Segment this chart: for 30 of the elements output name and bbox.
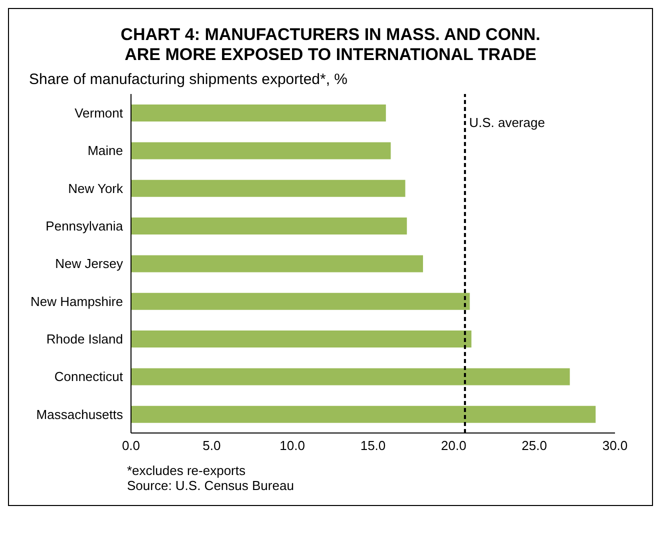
x-tick-label: 10.0 bbox=[280, 438, 305, 454]
y-tick-label: Vermont bbox=[74, 105, 124, 120]
bar bbox=[131, 104, 386, 122]
bar bbox=[131, 368, 570, 386]
y-tick-label: Maine bbox=[88, 143, 123, 158]
x-tick-label: 15.0 bbox=[360, 438, 386, 454]
x-tick-label: 20.0 bbox=[441, 438, 466, 454]
chart-subtitle: Share of manufacturing shipments exported*, % bbox=[29, 71, 349, 88]
bar bbox=[131, 180, 406, 197]
x-tick-label: 5.0 bbox=[202, 438, 221, 454]
bar bbox=[131, 142, 391, 160]
bar bbox=[131, 255, 424, 272]
y-tick-label: Rhode Island bbox=[46, 331, 123, 346]
bar bbox=[131, 218, 407, 235]
bar bbox=[131, 330, 472, 348]
bar bbox=[131, 406, 596, 423]
source-note: Source: U.S. Census Bureau bbox=[127, 478, 295, 493]
text: *excludes re-exports bbox=[127, 463, 246, 478]
y-tick-label: Massachusetts bbox=[36, 406, 124, 422]
x-tick-label: 30.0 bbox=[602, 438, 628, 454]
y-tick-label: Pennsylvania bbox=[46, 218, 124, 234]
y-tick-label: New Hampshire bbox=[30, 294, 123, 309]
bar bbox=[131, 292, 470, 310]
chart-title: CHART 4: MANUFACTURERS IN MASS. AND CONN. ARE MORE EXPOSED TO INTERNATIONAL TRADE bbox=[120, 25, 542, 65]
ref-line-label: U.S. average bbox=[469, 115, 545, 130]
x-tick-label: 0.0 bbox=[122, 438, 140, 454]
y-tick-label: New Jersey bbox=[55, 256, 124, 272]
y-tick-label: Connecticut bbox=[54, 369, 124, 384]
y-tick-label: New York bbox=[68, 180, 124, 196]
x-tick-label: 25.0 bbox=[522, 438, 547, 454]
